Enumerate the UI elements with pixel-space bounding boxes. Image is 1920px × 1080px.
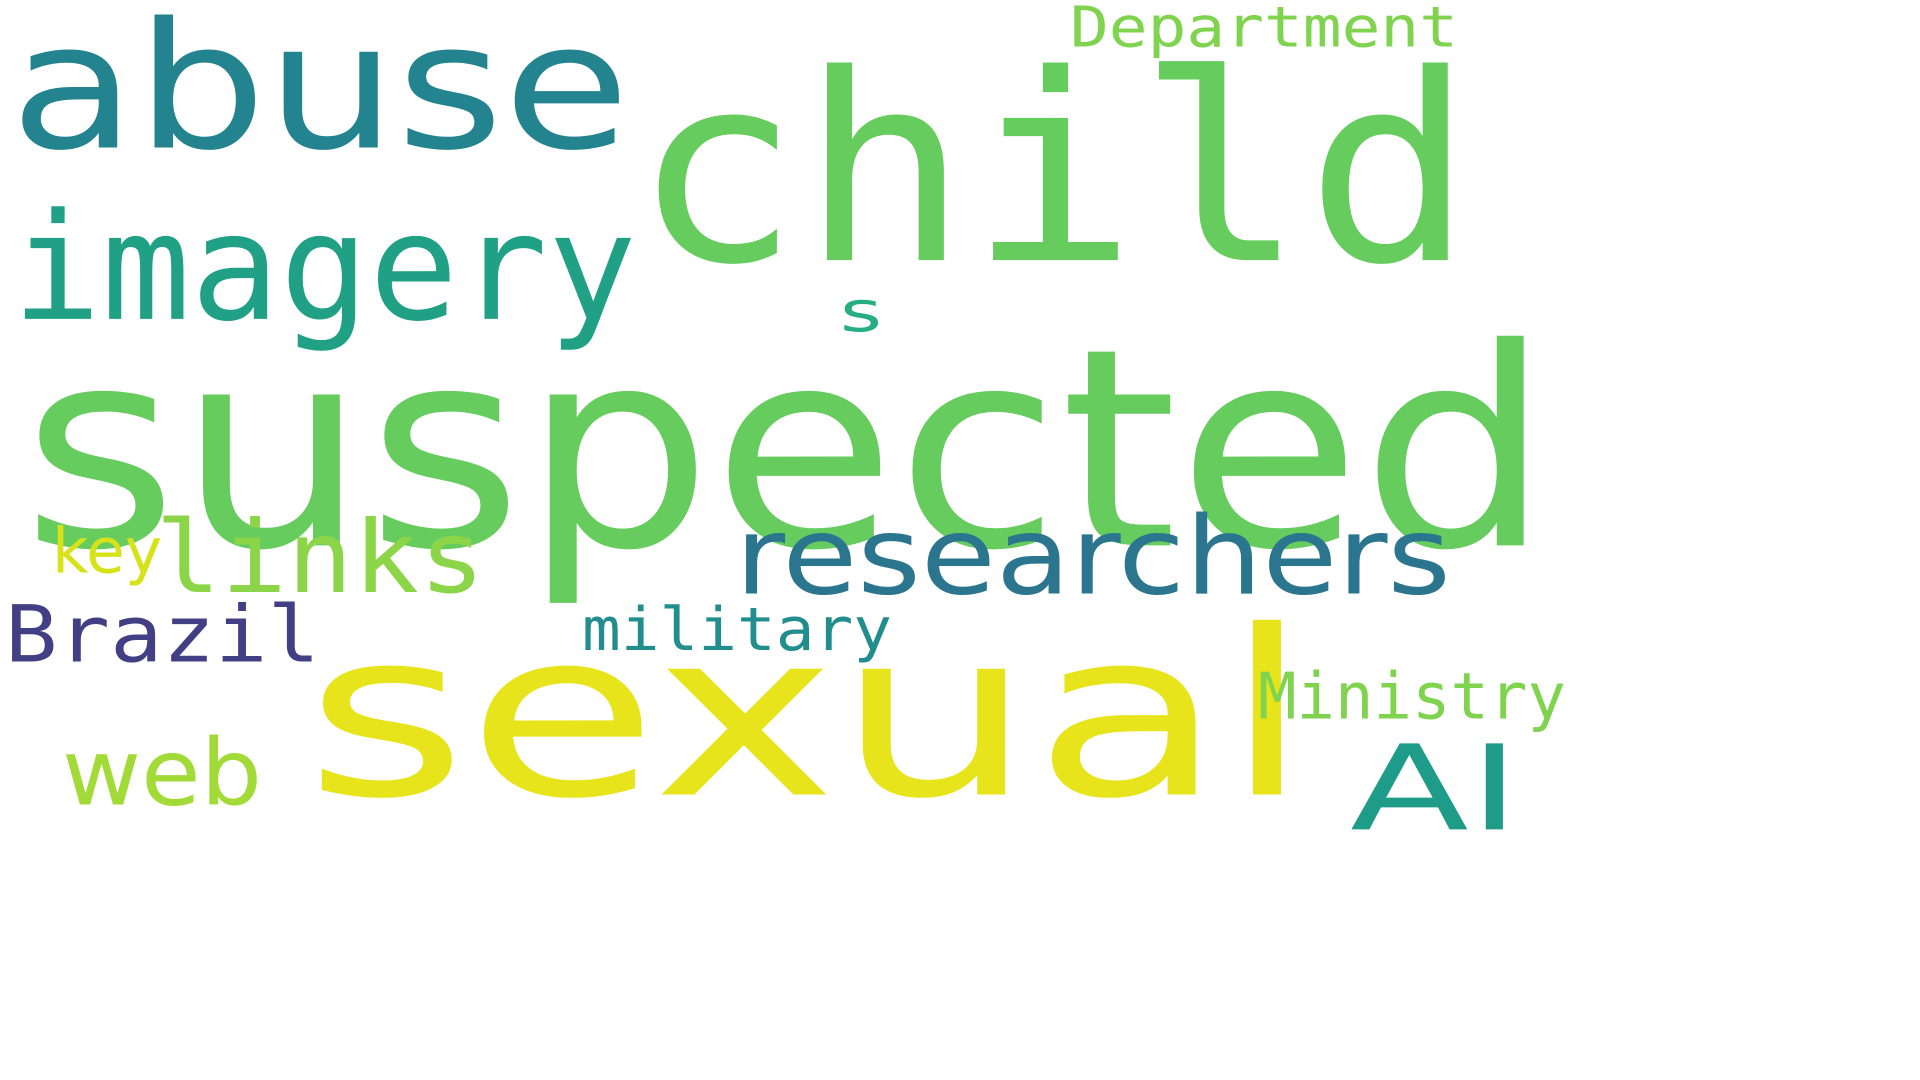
- word-s: s: [840, 280, 883, 345]
- word-sexual: sexual: [305, 581, 1311, 850]
- word-imagery: imagery: [12, 182, 637, 355]
- word-child: child: [632, 18, 1474, 322]
- word-links: links: [155, 499, 486, 617]
- word-researchers: researchers: [735, 494, 1451, 620]
- word-brazil: Brazil: [5, 589, 321, 680]
- word-ministry: Ministry: [1258, 659, 1566, 735]
- word-key: key: [52, 514, 163, 588]
- word-cloud: suspected child sexual abuse imagery res…: [5, 0, 1566, 858]
- word-military: military: [582, 594, 892, 665]
- word-ai: AI: [1350, 720, 1520, 858]
- word-suspected: suspected: [22, 289, 1551, 611]
- word-abuse: abuse: [10, 0, 630, 190]
- word-web: web: [62, 719, 262, 828]
- word-department: Department: [1070, 0, 1459, 61]
